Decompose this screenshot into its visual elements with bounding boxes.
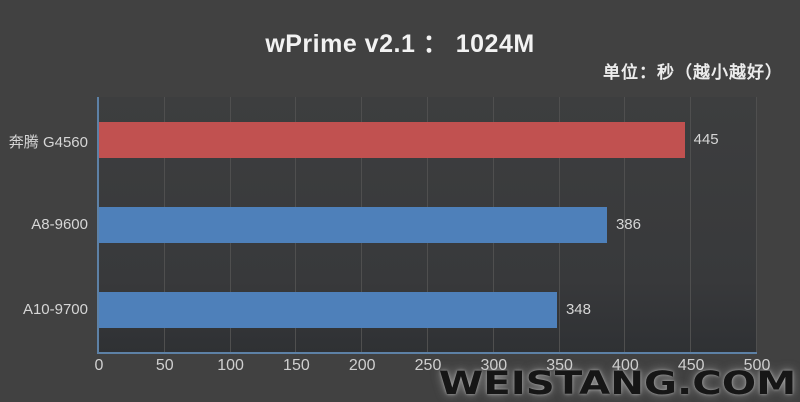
x-tick-label: 200 <box>348 357 376 374</box>
x-tick-label: 300 <box>480 357 508 374</box>
category-label: A10-9700 <box>22 300 88 318</box>
x-tick-label: 0 <box>94 357 104 374</box>
bar <box>99 291 557 328</box>
bar <box>99 121 685 158</box>
bar-value-label: 445 <box>693 130 719 148</box>
x-tick-label: 150 <box>283 357 310 374</box>
bar <box>99 206 607 243</box>
category-label: A8-9600 <box>31 215 88 233</box>
chart-subtitle: 单位：秒（越小越好） <box>603 63 783 82</box>
watermark: WEISTANG.COM <box>438 364 796 402</box>
bar-value-label: 386 <box>615 215 641 233</box>
gridline <box>690 97 692 352</box>
x-tick-label: 100 <box>217 357 244 374</box>
x-tick-label: 400 <box>612 357 639 374</box>
x-tick-label: 250 <box>414 357 442 374</box>
chart-title: wPrime v2.1 ： 1024M <box>265 30 535 58</box>
x-tick-label: 350 <box>546 357 573 374</box>
gridline <box>624 97 626 352</box>
category-label: 奔腾 G4560 <box>8 133 88 151</box>
gridline <box>756 97 757 352</box>
x-tick-label: 500 <box>743 357 771 374</box>
bar-value-label: 348 <box>565 300 591 318</box>
plot-area: 445 386 348 <box>97 97 757 354</box>
x-tick-label: 450 <box>677 357 705 374</box>
x-tick-label: 50 <box>155 357 174 374</box>
